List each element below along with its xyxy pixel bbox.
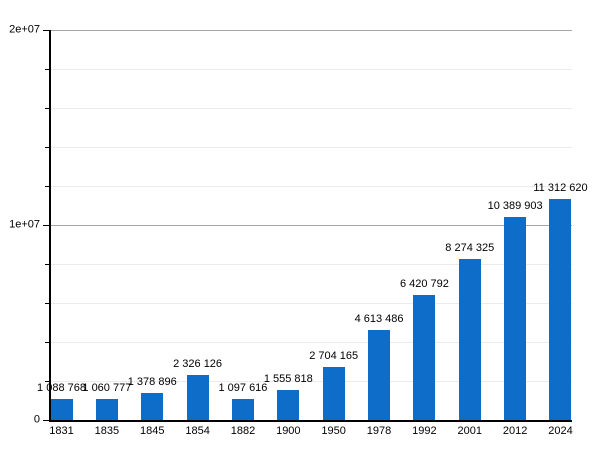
minor-gridline [50,185,572,187]
bar-1950 [322,367,345,420]
bar-1835 [95,399,118,420]
bar-2012 [504,217,527,420]
y-minor-tick [45,380,50,382]
y-major-tick [43,29,50,31]
bar-value-label: 11 312 620 [533,182,588,195]
x-axis-label-1854: 1854 [185,425,210,437]
y-minor-tick [45,146,50,148]
bar-value-label: 1 097 616 [218,381,268,394]
x-axis-label-1845: 1845 [139,425,165,437]
bar-value-label: 4 613 486 [354,313,404,326]
x-axis-line [49,420,572,422]
bar-value-label: 1 378 896 [127,376,177,389]
y-axis-label-0: 0 [33,413,40,426]
y-axis-line [49,30,51,422]
major-gridline [50,29,572,31]
bar-1978 [368,330,391,420]
y-minor-tick [45,263,50,265]
bar-1854 [186,374,209,420]
bar-value-label: 1 088 768 [37,381,86,394]
bar-1831 [50,398,73,420]
x-axis-label-1978: 1978 [366,425,392,437]
x-axis-label-1831: 1831 [49,425,74,437]
minor-gridline [50,68,572,70]
x-axis-label-2012: 2012 [502,425,528,437]
minor-gridline [50,263,572,265]
x-axis-label-2001: 2001 [457,425,483,437]
y-major-tick [43,224,50,226]
bar-1992 [413,294,436,420]
y-minor-tick [45,185,50,187]
x-axis-label-2024: 2024 [548,425,573,437]
y-minor-tick [45,68,50,70]
x-axis-label-1900: 1900 [276,425,301,437]
x-axis-label-1992: 1992 [412,425,437,437]
bar-2001 [458,258,481,420]
minor-gridline [50,146,572,148]
minor-gridline [50,107,572,109]
bar-value-label: 1 060 777 [82,382,132,395]
bar-value-label: 1 555 818 [263,372,313,385]
bar-1882 [231,398,254,420]
y-minor-tick [45,302,50,304]
bar-value-label: 6 420 792 [399,277,449,290]
bar-2024 [549,199,572,420]
bar-value-label: 8 274 325 [445,241,495,254]
minor-gridline [50,302,572,304]
y-minor-tick [45,107,50,109]
y-minor-tick [45,341,50,343]
minor-gridline [50,341,572,343]
x-axis-label-1950: 1950 [321,425,346,437]
x-axis-label-1882: 1882 [230,425,256,437]
bar-1900 [277,389,300,420]
bar-value-label: 10 389 903 [487,200,543,213]
bar-value-label: 2 326 126 [173,357,223,370]
y-major-tick [43,419,50,421]
bar-1845 [141,393,164,420]
y-axis-label-1e+07: 1e+07 [9,218,40,231]
major-gridline [50,224,572,226]
y-axis-label-2e+07: 2e+07 [9,23,40,36]
x-axis-label-1835: 1835 [94,425,120,437]
bar-value-label: 2 704 165 [309,350,359,363]
